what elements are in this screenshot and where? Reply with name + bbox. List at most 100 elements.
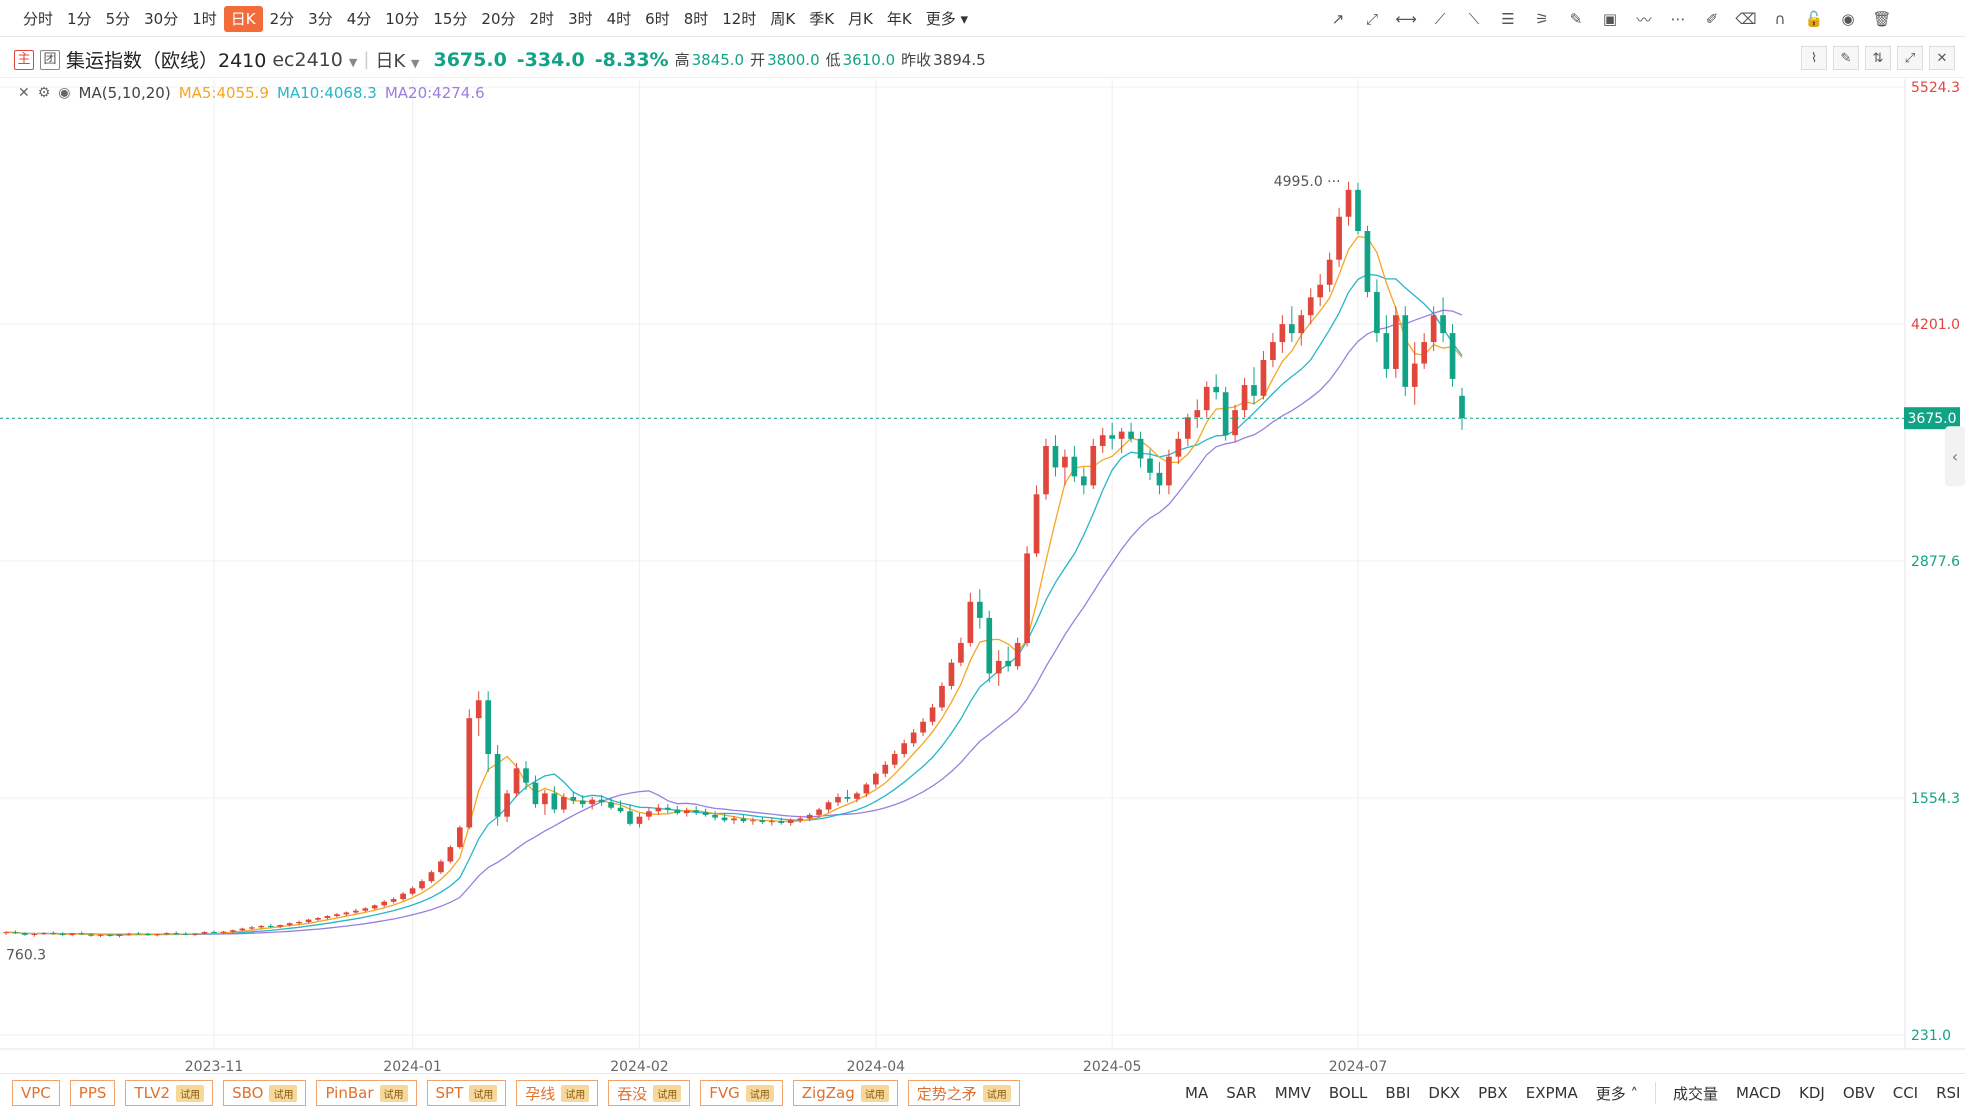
pattern-tag-3[interactable]: SBO 试用 [223, 1080, 307, 1106]
wave-icon[interactable]: 〰 [1636, 10, 1652, 29]
x-tick-label: 2024-04 [847, 1059, 906, 1073]
candle-body [1251, 385, 1257, 396]
trash-icon[interactable]: 🗑 [1872, 10, 1892, 28]
candle-body [59, 933, 66, 935]
candle-body [693, 810, 700, 813]
period-20[interactable]: 月K [848, 10, 873, 28]
pattern-tag-9[interactable]: ZigZag 试用 [792, 1080, 898, 1106]
main-indicator-2[interactable]: MMV [1274, 1084, 1311, 1102]
period-22[interactable]: 更多 ▾ [925, 10, 969, 28]
candle-body [494, 754, 501, 817]
contract-code-selector[interactable]: ec2410 ▼ [272, 49, 357, 71]
period-5[interactable]: 日K [223, 6, 263, 32]
period-4[interactable]: 1时 [192, 10, 217, 28]
sub-indicator-1[interactable]: MACD [1736, 1084, 1781, 1102]
fullscreen-icon[interactable]: ⤢ [1897, 46, 1923, 70]
period-13[interactable]: 3时 [568, 10, 593, 28]
pattern-tag-5[interactable]: SPT 试用 [426, 1080, 507, 1106]
sub-indicator-4[interactable]: CCI [1892, 1084, 1919, 1102]
sub-indicator-2[interactable]: KDJ [1799, 1084, 1825, 1102]
period-selector[interactable]: 日K ▼ [375, 47, 419, 73]
ma10-value: MA10:4068.3 [276, 84, 377, 102]
period-12[interactable]: 2时 [529, 10, 555, 28]
quote-info: 主 团 集运指数（欧线）2410 ec2410 ▼ | 日K ▼ 3675.0 … [14, 46, 986, 73]
candle-body [1184, 417, 1191, 439]
main-indicator-6[interactable]: PBX [1478, 1084, 1508, 1102]
period-18[interactable]: 周K [770, 10, 796, 28]
candle-body [1288, 324, 1295, 334]
period-17[interactable]: 12时 [722, 10, 757, 28]
sub-indicator-3[interactable]: OBV [1842, 1084, 1875, 1102]
pattern-tag-7[interactable]: 吞没 试用 [608, 1080, 691, 1106]
candle-body [324, 916, 331, 919]
chart-area[interactable]: 5524.3 4201.0 2877.6 1554.3 231.0 2023-11 2024… [0, 79, 1965, 1083]
note-icon[interactable]: ✐ [1705, 10, 1719, 28]
main-indicator-5[interactable]: DKX [1428, 1084, 1461, 1102]
main-indicator-0[interactable]: MA [1185, 1084, 1209, 1102]
segment-icon[interactable]: ⟋ [1434, 10, 1446, 28]
period-14[interactable]: 4时 [606, 10, 632, 28]
lock-icon[interactable]: 🔓 [1804, 10, 1824, 28]
period-6[interactable]: 2分 [269, 10, 295, 28]
close-icon[interactable]: ✕ [1929, 46, 1955, 70]
main-indicator-7[interactable]: EXPMA [1525, 1084, 1578, 1102]
sub-indicator-0[interactable]: 成交量 [1673, 1084, 1719, 1103]
trend-line-icon[interactable]: ↗ [1331, 10, 1345, 28]
eye-icon[interactable]: ◉ [58, 85, 71, 101]
close-icon[interactable]: ✕ [18, 85, 30, 101]
period-15[interactable]: 6时 [645, 10, 670, 28]
brush-icon[interactable]: ✎ [1569, 10, 1583, 28]
pattern-tag-8[interactable]: FVG 试用 [700, 1080, 783, 1106]
draw-icon[interactable]: ✎ [1833, 46, 1859, 70]
settings-icon[interactable]: ⚙ [37, 85, 51, 101]
main-indicator-1[interactable]: SAR [1226, 1084, 1257, 1102]
period-8[interactable]: 4分 [346, 10, 372, 28]
pattern-tag-2[interactable]: TLV2 试用 [125, 1080, 214, 1106]
kline-chart[interactable]: 5524.3 4201.0 2877.6 1554.3 231.0 2023-11 2024… [0, 79, 1965, 1073]
period-9[interactable]: 10分 [385, 10, 420, 28]
pattern-tag-10[interactable]: 定势之矛 试用 [907, 1080, 1020, 1106]
candle-body [835, 796, 841, 803]
pattern-tag-6[interactable]: 孕线 试用 [516, 1080, 599, 1106]
magnet-icon[interactable]: ∩ [1774, 10, 1786, 28]
period-21[interactable]: 年K [886, 10, 912, 28]
sub-indicator-5[interactable]: RSI [1936, 1084, 1961, 1102]
side-panel-toggle[interactable] [1945, 426, 1965, 487]
main-indicator-3[interactable]: BOLL [1328, 1084, 1368, 1102]
candle-body [258, 925, 265, 928]
pattern-tag-0[interactable]: VPC [12, 1080, 60, 1106]
main-indicator-8[interactable]: 更多 ˄ [1595, 1084, 1639, 1103]
eye-icon[interactable]: ◉ [1841, 10, 1855, 28]
candle-body [1024, 553, 1030, 643]
chevron-down-icon: ▼ [411, 56, 420, 70]
ray-icon[interactable]: ⤢ [1365, 10, 1378, 28]
fibonacci-icon[interactable]: ☰ [1501, 10, 1515, 28]
candle-body [1109, 435, 1116, 439]
pattern-tag-1[interactable]: PPS [69, 1080, 116, 1106]
compare-icon[interactable]: ⇅ [1865, 46, 1891, 70]
picture-icon[interactable]: ▣ [1602, 10, 1618, 28]
low-value: 3610.0 [842, 50, 896, 69]
period-3[interactable]: 30分 [144, 10, 179, 28]
parallel-channel-icon[interactable]: ⟍ [1468, 10, 1480, 28]
period-10[interactable]: 15分 [433, 10, 468, 28]
period-19[interactable]: 季K [809, 10, 835, 28]
period-16[interactable]: 8时 [683, 10, 709, 28]
period-1[interactable]: 1分 [67, 10, 92, 28]
fan-icon[interactable]: ⚞ [1535, 10, 1549, 28]
more-dots-icon[interactable]: ⋯ [1670, 10, 1686, 28]
period-0[interactable]: 分时 [23, 10, 54, 28]
eraser-icon[interactable]: ⌫ [1735, 10, 1757, 28]
price-change: -334.0 [516, 48, 585, 71]
period-11[interactable]: 20分 [481, 10, 516, 28]
chart-type-icon[interactable]: ⌇ [1801, 46, 1827, 70]
period-7[interactable]: 3分 [308, 10, 333, 28]
candle-body [1279, 324, 1286, 343]
current-period: 日K [375, 50, 406, 72]
main-indicator-4[interactable]: BBI [1385, 1084, 1411, 1102]
pattern-tag-label: 吞没 [617, 1084, 648, 1103]
pattern-tag-4[interactable]: PinBar 试用 [316, 1080, 417, 1106]
period-2[interactable]: 5分 [105, 10, 131, 28]
trial-badge: 试用 [176, 1084, 205, 1102]
horizontal-line-icon[interactable]: ⟷ [1395, 10, 1417, 28]
